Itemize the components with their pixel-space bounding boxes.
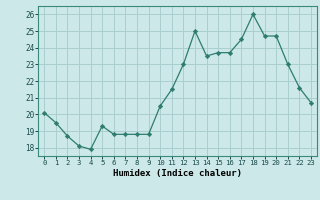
X-axis label: Humidex (Indice chaleur): Humidex (Indice chaleur) [113,169,242,178]
